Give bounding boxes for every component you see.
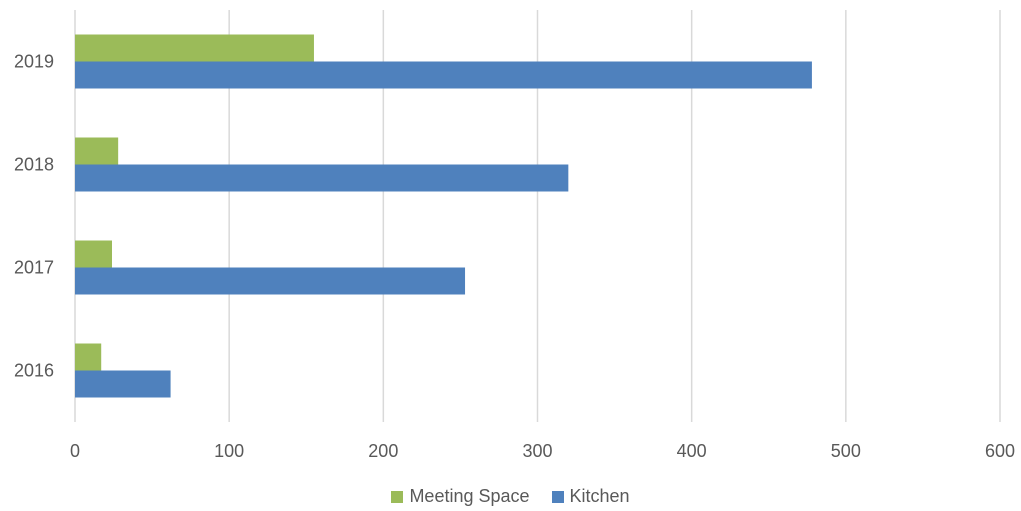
legend: Meeting Space Kitchen [0, 486, 1021, 507]
bar-meeting-space-2016 [75, 343, 102, 371]
y-tick-label: 2016 [14, 361, 54, 381]
x-tick-label: 200 [368, 441, 398, 461]
legend-item-kitchen: Kitchen [551, 486, 630, 507]
bar-chart: 0 100 200 300 400 500 600 2016 2017 2018 2019 [14, 10, 1015, 461]
bar-kitchen-2017 [75, 267, 466, 295]
bar-meeting-space-2019 [75, 34, 314, 62]
bar-kitchen-2016 [75, 370, 171, 398]
bar-kitchen-2018 [75, 164, 569, 192]
y-tick-label: 2017 [14, 258, 54, 278]
bar-meeting-space-2017 [75, 240, 112, 268]
x-tick-label: 0 [70, 441, 80, 461]
legend-label-kitchen: Kitchen [569, 486, 630, 506]
y-tick-label: 2018 [14, 155, 54, 175]
x-tick-label: 500 [831, 441, 861, 461]
x-tick-label: 100 [214, 441, 244, 461]
y-axis-ticks: 2016 2017 2018 2019 [14, 52, 54, 381]
y-tick-label: 2019 [14, 52, 54, 72]
bar-kitchen-2019 [75, 61, 812, 89]
legend-item-meeting-space: Meeting Space [391, 486, 530, 507]
x-tick-label: 600 [985, 441, 1015, 461]
x-tick-label: 400 [677, 441, 707, 461]
x-tick-label: 300 [522, 441, 552, 461]
bars [75, 34, 812, 398]
legend-swatch-kitchen [551, 490, 564, 503]
legend-label-meeting-space: Meeting Space [409, 486, 530, 506]
bar-meeting-space-2018 [75, 137, 119, 165]
legend-swatch-meeting-space [391, 490, 404, 503]
x-axis-ticks: 0 100 200 300 400 500 600 [70, 441, 1015, 461]
